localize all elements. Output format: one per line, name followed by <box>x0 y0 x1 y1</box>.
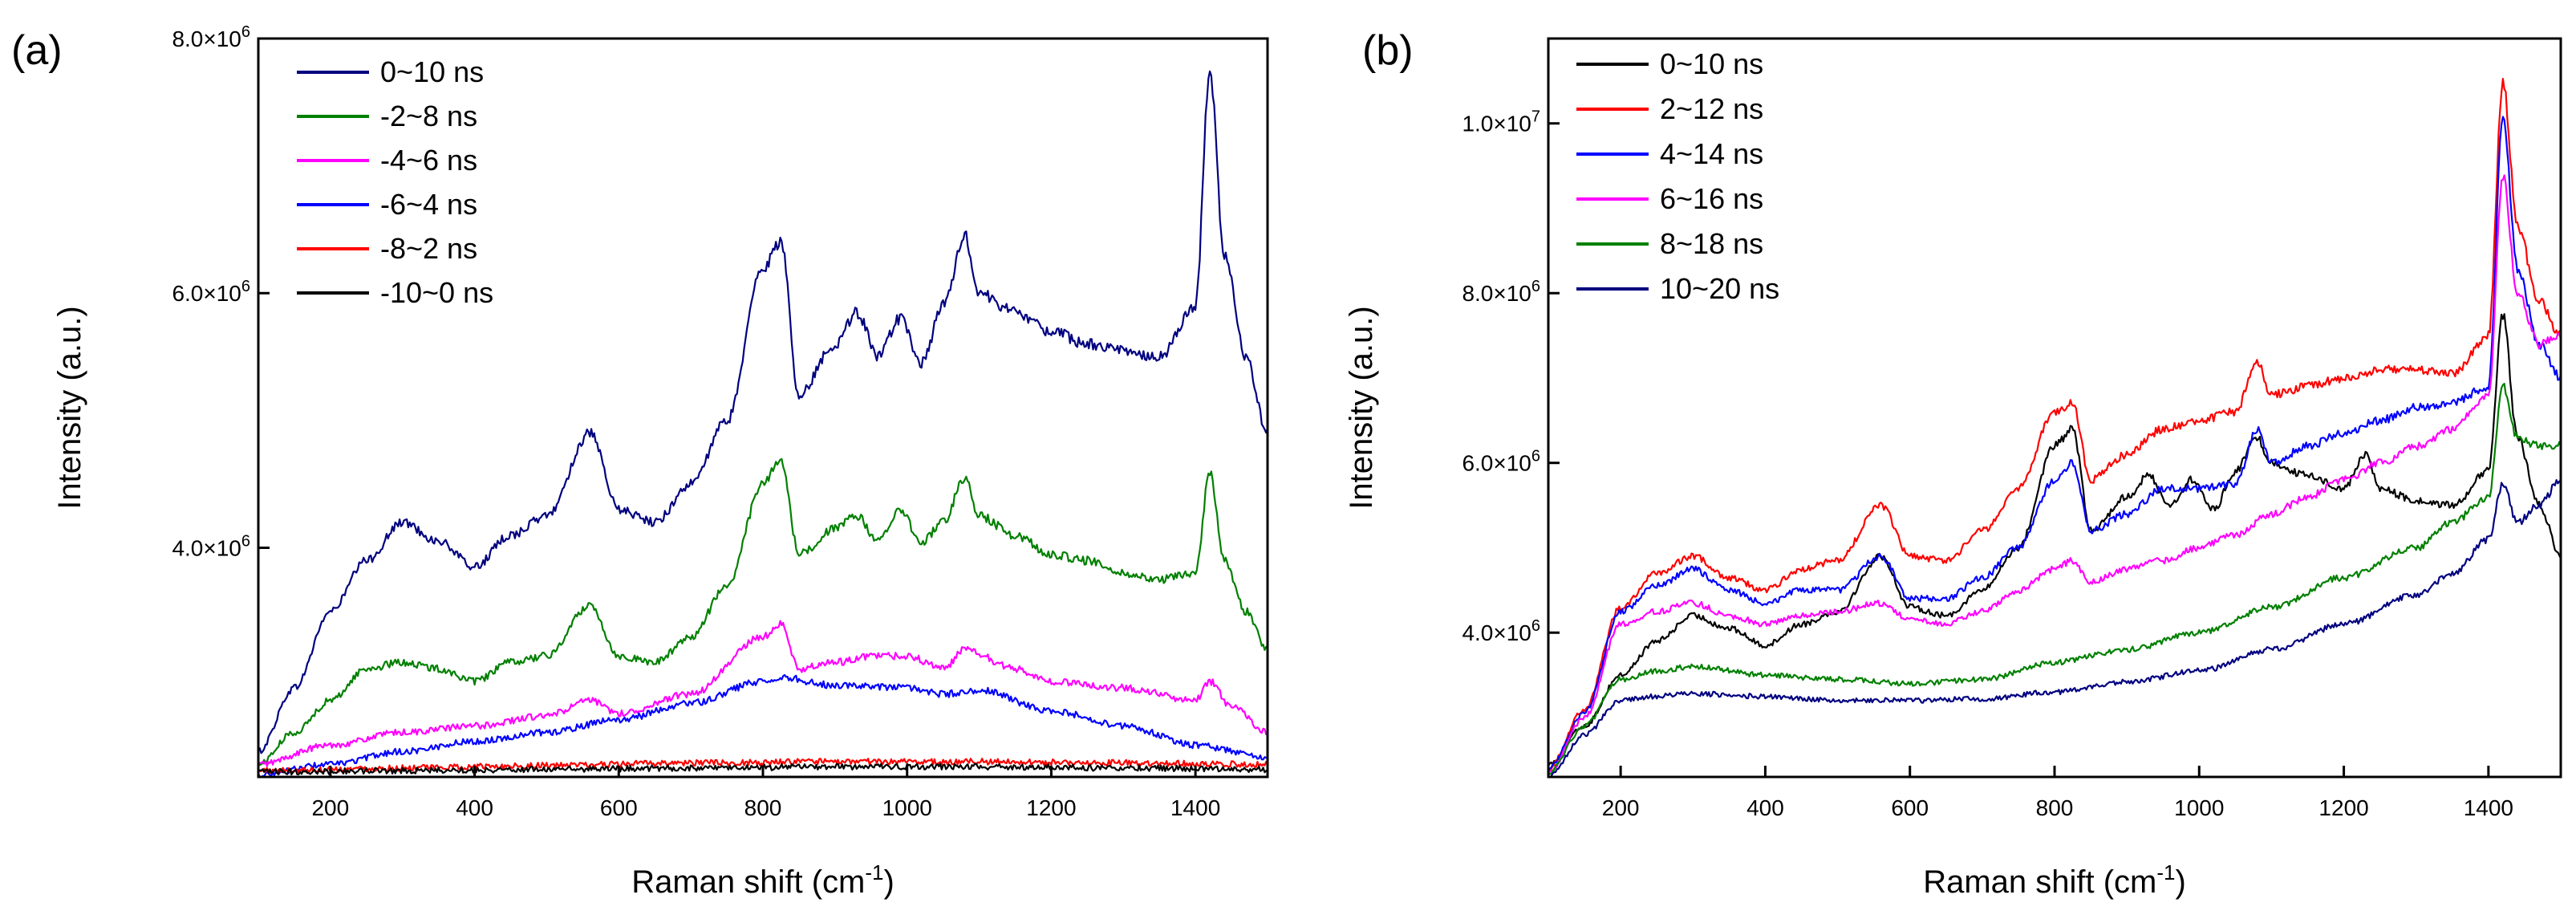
x-tick-label: 1000 <box>2174 795 2224 820</box>
series-line-b-6-16-ns <box>1548 174 2561 775</box>
x-tick-label: 800 <box>744 795 782 820</box>
x-axis-title-a: Raman shift (cm-1) <box>631 860 895 900</box>
x-axis-title-a-sup: -1 <box>865 860 883 884</box>
tick-layer-a: 200 400 600 800 1000 1200 1400 4.0×106 6.0×106 8.… <box>172 23 1220 820</box>
series-line-a-6-4-ns <box>258 673 1268 777</box>
legend-label: -2~8 ns <box>380 100 477 132</box>
legend-item-a-6-4-ns: -6~4 ns <box>297 188 477 221</box>
legend-label: -6~4 ns <box>380 188 477 221</box>
legend-label: -8~2 ns <box>380 232 477 265</box>
series-line-a-4-6-ns <box>258 620 1268 767</box>
x-tick-label: 600 <box>600 795 638 820</box>
y-tick-label: 6.0×106 <box>172 278 250 306</box>
plot-frame-a <box>257 37 1269 779</box>
chart-panel-b: (b) 200 400 600 800 1000 1200 1400 4.0×106 6.0×1… <box>1344 27 2562 900</box>
legend-item-a-4-6-ns: -4~6 ns <box>297 144 477 177</box>
series-line-b-0-10-ns <box>1548 313 2561 767</box>
series-layer-b <box>1548 77 2561 777</box>
y-tick-label: 4.0×106 <box>1462 617 1540 645</box>
y-tick-label: 8.0×106 <box>1462 278 1540 306</box>
x-axis-title-a-main: Raman shift (cm <box>631 864 865 900</box>
x-axis-title-b-main: Raman shift (cm <box>1923 864 2156 900</box>
legend-item-b-6-16-ns: 6~16 ns <box>1576 182 1763 215</box>
chart-panel-a: (a) 200 400 600 800 1000 1200 1400 4.0×106 6.0×1… <box>11 23 1269 900</box>
legend-item-a-8-2-ns: -8~2 ns <box>297 232 477 265</box>
y-tick-label: 4.0×106 <box>172 532 250 560</box>
legend-item-b-4-14-ns: 4~14 ns <box>1576 137 1763 170</box>
legend-item-b-0-10-ns: 0~10 ns <box>1576 47 1763 80</box>
legend-b: 0~10 ns 2~12 ns 4~14 ns 6~16 ns 8~18 ns 10~20… <box>1576 47 1779 305</box>
y-tick-label: 1.0×107 <box>1462 108 1540 136</box>
x-tick-label: 200 <box>311 795 349 820</box>
x-tick-label: 800 <box>2036 795 2074 820</box>
legend-item-b-8-18-ns: 8~18 ns <box>1576 227 1763 260</box>
legend-label: 4~14 ns <box>1660 137 1763 170</box>
legend-label: 10~20 ns <box>1660 272 1779 305</box>
x-tick-label: 400 <box>456 795 493 820</box>
series-line-b-2-12-ns <box>1548 77 2561 771</box>
y-tick-label: 6.0×106 <box>1462 448 1540 476</box>
series-line-b-4-14-ns <box>1548 116 2561 771</box>
x-tick-label: 600 <box>1891 795 1929 820</box>
panel-label-a: (a) <box>11 27 63 74</box>
x-axis-title-b: Raman shift (cm-1) <box>1923 860 2186 900</box>
x-tick-label: 1200 <box>2318 795 2368 820</box>
x-tick-label: 1000 <box>882 795 932 820</box>
x-axis-title-b-end: ) <box>2175 864 2185 900</box>
legend-a: 0~10 ns -2~8 ns -4~6 ns -6~4 ns -8~2 ns -10~0… <box>297 55 493 309</box>
x-tick-label: 200 <box>1602 795 1640 820</box>
series-line-a-8-2-ns <box>258 758 1268 775</box>
y-tick-label: 8.0×106 <box>172 23 250 51</box>
series-line-b-10-20-ns <box>1548 478 2561 777</box>
legend-item-a-2-8-ns: -2~8 ns <box>297 100 477 132</box>
legend-label: -10~0 ns <box>380 276 493 309</box>
x-axis-title-b-sup: -1 <box>2156 860 2175 884</box>
tick-layer-b: 200 400 600 800 1000 1200 1400 4.0×106 6.0×106 8.… <box>1462 108 2513 820</box>
legend-item-a-10-0-ns: -10~0 ns <box>297 276 493 309</box>
x-tick-label: 1400 <box>1170 795 1220 820</box>
legend-item-b-10-20-ns: 10~20 ns <box>1576 272 1779 305</box>
legend-label: 8~18 ns <box>1660 227 1763 260</box>
legend-item-b-2-12-ns: 2~12 ns <box>1576 92 1763 125</box>
series-line-a-2-8-ns <box>258 457 1268 767</box>
x-tick-label: 400 <box>1746 795 1784 820</box>
y-axis-title-b: Intensity (a.u.) <box>1344 306 1379 509</box>
panel-label-b: (b) <box>1362 27 1414 74</box>
plot-frame-b <box>1547 37 2562 779</box>
x-tick-label: 1200 <box>1026 795 1076 820</box>
legend-label: 2~12 ns <box>1660 92 1763 125</box>
series-line-b-8-18-ns <box>1548 383 2561 775</box>
legend-label: 0~10 ns <box>1660 47 1763 80</box>
y-axis-title-a: Intensity (a.u.) <box>52 306 87 509</box>
series-layer-a <box>258 70 1268 777</box>
x-axis-title-a-end: ) <box>883 864 894 900</box>
series-line-a-0-10-ns <box>258 70 1268 754</box>
legend-item-a-0-10-ns: 0~10 ns <box>297 55 484 88</box>
x-tick-label: 1400 <box>2464 795 2513 820</box>
legend-label: 0~10 ns <box>380 55 484 88</box>
legend-label: -4~6 ns <box>380 144 477 177</box>
legend-label: 6~16 ns <box>1660 182 1763 215</box>
